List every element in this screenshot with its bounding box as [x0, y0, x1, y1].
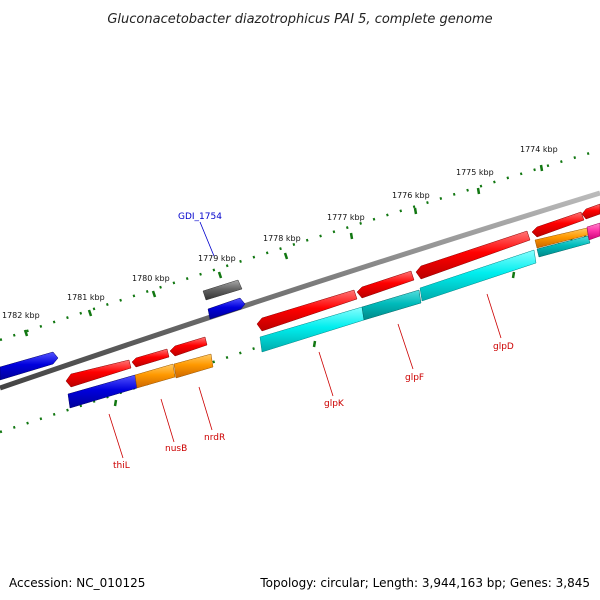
gene-arrow-blue-small	[207, 297, 246, 320]
ruler-label-1780: 1780 kbp	[132, 274, 170, 283]
ruler-label-1782: 1782 kbp	[2, 311, 40, 320]
cds-arrow-2[interactable]	[131, 348, 170, 368]
genome-backbone	[0, 190, 600, 391]
leader-thil	[108, 413, 124, 459]
gene-box-teal-right[interactable]	[536, 235, 591, 258]
gene-blue-small[interactable]	[207, 297, 246, 320]
leader-gdi	[199, 221, 215, 257]
cds-arrow-1[interactable]	[65, 359, 132, 388]
gene-blue-left[interactable]	[0, 351, 59, 381]
cds-arrow-7[interactable]	[531, 211, 585, 238]
gene-arrow-gdi	[202, 279, 243, 301]
leader-glpd	[486, 293, 502, 339]
gene-box-glpf[interactable]	[361, 289, 422, 321]
leader-nusb	[160, 398, 175, 443]
ruler-label-1779: 1779 kbp	[198, 254, 236, 263]
cds-red-row	[65, 203, 600, 388]
label-glpk[interactable]: glpK	[324, 399, 345, 409]
cds-arrow-8[interactable]	[581, 203, 600, 220]
ruler-label-1775: 1775 kbp	[456, 168, 494, 177]
cds-arrow-3[interactable]	[169, 336, 208, 357]
label-gdi-1754[interactable]: GDI_1754	[178, 212, 222, 222]
gene-box-nusb[interactable]	[134, 363, 176, 389]
ruler-label-1774: 1774 kbp	[520, 145, 558, 154]
leader-glpk	[318, 351, 334, 397]
cds-arrow-6[interactable]	[415, 230, 531, 280]
label-glpd[interactable]: glpD	[493, 342, 514, 352]
outer-ruler-major-ticks	[23, 164, 544, 337]
ruler-label-1778: 1778 kbp	[263, 234, 301, 243]
cog-track	[67, 222, 600, 409]
gene-box-magenta-right[interactable]	[586, 222, 600, 241]
gene-arrow-blue-left	[0, 351, 59, 381]
cds-arrow-5[interactable]	[356, 270, 415, 299]
ruler-label-1777: 1777 kbp	[327, 213, 365, 222]
inner-ruler-major-ticks	[113, 271, 516, 407]
gene-gdi-1754[interactable]	[202, 279, 243, 301]
gene-box-glpd[interactable]	[419, 249, 537, 302]
ruler-labels: 1782 kbp 1781 kbp 1780 kbp 1779 kbp 1778…	[2, 145, 558, 320]
label-nrdr[interactable]: nrdR	[204, 433, 225, 443]
label-nusb[interactable]: nusB	[165, 444, 187, 454]
ruler-label-1781: 1781 kbp	[67, 293, 105, 302]
ruler-label-1776: 1776 kbp	[392, 191, 430, 200]
label-thil[interactable]: thiL	[113, 461, 130, 471]
leader-glpf	[397, 323, 414, 370]
map-title: Gluconacetobacter diazotrophicus PAI 5, …	[107, 12, 492, 27]
cds-arrow-4[interactable]	[256, 289, 358, 332]
gene-box-nrdr[interactable]	[173, 353, 214, 379]
leader-lines	[108, 221, 502, 459]
genome-summary-text: Topology: circular; Length: 3,944,163 bp…	[260, 576, 590, 590]
accession-text: Accession: NC_010125	[9, 576, 146, 590]
gene-labels: GDI_1754 thiL nusB nrdR glpK glpF glpD	[113, 212, 514, 471]
leader-nrdr	[198, 386, 213, 431]
label-glpf[interactable]: glpF	[405, 373, 424, 383]
